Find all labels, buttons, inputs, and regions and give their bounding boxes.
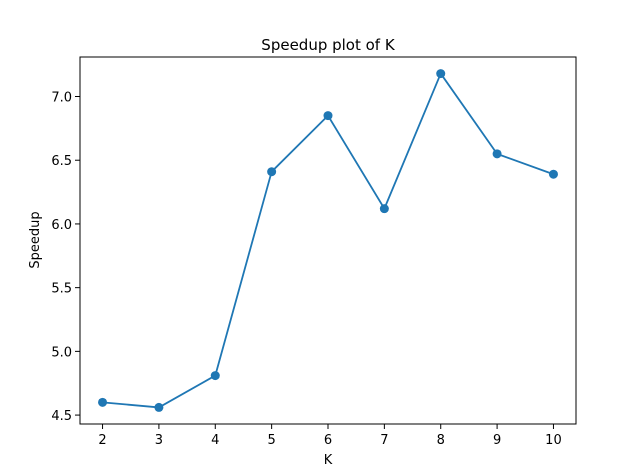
y-tick-label: 5.5: [51, 282, 72, 297]
data-point: [323, 111, 333, 121]
y-tick-label: 6.0: [51, 218, 72, 233]
data-point: [267, 167, 277, 177]
y-tick-label: 4.5: [51, 409, 72, 424]
y-tick-label: 7.0: [51, 91, 72, 106]
x-axis-label: K: [324, 453, 333, 468]
x-tick-label: 8: [437, 433, 445, 448]
data-point: [436, 69, 446, 79]
x-tick-label: 6: [324, 433, 332, 448]
x-tick-label: 4: [211, 433, 219, 448]
data-point: [98, 397, 108, 407]
data-series: [98, 69, 558, 412]
x-tick-label: 5: [267, 433, 275, 448]
x-tick-label: 9: [493, 433, 501, 448]
x-tick-label: 2: [98, 433, 106, 448]
y-axis-label: Speedup: [28, 211, 43, 268]
x-tick-label: 10: [545, 433, 562, 448]
data-point: [492, 149, 502, 159]
data-point: [210, 371, 220, 381]
y-tick-label: 5.0: [51, 345, 72, 360]
chart-title: Speedup plot of K: [261, 36, 396, 54]
data-point: [548, 169, 558, 179]
x-axis: 2 3 4 5 6 7 8 9 10: [98, 424, 562, 448]
data-point: [379, 204, 389, 214]
x-tick-label: 3: [155, 433, 163, 448]
x-tick-label: 7: [380, 433, 388, 448]
y-axis: 4.5 5.0 5.5 6.0 6.5 7.0: [51, 91, 80, 424]
series-line: [102, 72, 554, 409]
y-tick-label: 6.5: [51, 154, 72, 169]
data-point: [154, 402, 164, 412]
